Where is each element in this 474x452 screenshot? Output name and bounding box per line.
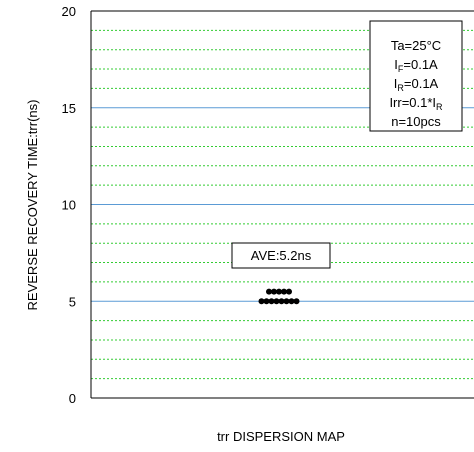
data-point bbox=[278, 298, 285, 305]
condition-ir: IR=0.1A bbox=[394, 76, 439, 93]
x-axis-label: trr DISPERSION MAP bbox=[217, 429, 345, 444]
data-point bbox=[293, 298, 300, 305]
data-point bbox=[276, 288, 282, 295]
data-point bbox=[273, 298, 280, 305]
data-point bbox=[286, 288, 292, 295]
y-tick-label: 0 bbox=[69, 391, 76, 406]
y-tick-label: 10 bbox=[62, 198, 76, 213]
data-point bbox=[258, 298, 265, 305]
major-grid bbox=[91, 107, 474, 302]
condition-ta: Ta=25°C bbox=[391, 38, 441, 53]
data-point bbox=[288, 298, 295, 305]
data-point bbox=[268, 298, 275, 305]
condition-if: IF=0.1A bbox=[394, 57, 438, 74]
condition-irr: Irr=0.1*IR bbox=[389, 95, 443, 112]
y-tick-label: 15 bbox=[62, 101, 76, 116]
y-tick-label: 5 bbox=[69, 294, 76, 309]
average-label: AVE:5.2ns bbox=[251, 248, 312, 263]
y-tick-label: 20 bbox=[62, 4, 76, 19]
y-axis-label: REVERSE RECOVERY TIME:trr(ns) bbox=[25, 100, 40, 311]
condition-n: n=10pcs bbox=[391, 114, 441, 129]
data-point bbox=[281, 288, 287, 295]
data-point bbox=[266, 288, 272, 295]
average-box bbox=[231, 242, 331, 269]
conditions-box bbox=[369, 20, 463, 132]
data-point bbox=[263, 298, 270, 305]
data-points bbox=[258, 288, 300, 305]
conditions-annotation: Ta=25°C IF=0.1A IR=0.1A Irr=0.1*IR n=10p… bbox=[369, 20, 463, 132]
average-annotation: AVE:5.2ns bbox=[231, 242, 331, 269]
y-axis-ticks: 0 5 10 15 20 bbox=[62, 4, 76, 406]
data-point bbox=[271, 288, 277, 295]
data-point bbox=[283, 298, 290, 305]
